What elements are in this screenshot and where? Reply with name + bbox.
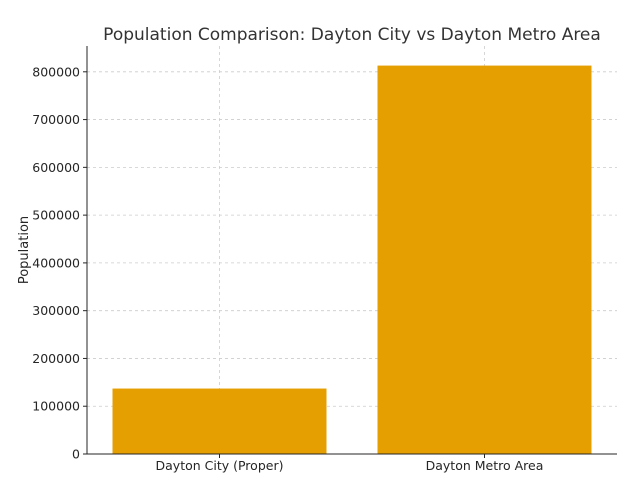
y-tick-label: 0 bbox=[72, 447, 80, 462]
bars bbox=[112, 65, 592, 454]
chart-title: Population Comparison: Dayton City vs Da… bbox=[103, 25, 601, 45]
y-tick-label: 600000 bbox=[32, 160, 80, 175]
y-tick-label: 700000 bbox=[32, 112, 80, 127]
x-tick-label: Dayton Metro Area bbox=[426, 458, 544, 473]
bar bbox=[377, 65, 592, 454]
y-tick-label: 500000 bbox=[32, 208, 80, 223]
y-axis-label: Population bbox=[17, 216, 32, 284]
x-tick-label: Dayton City (Proper) bbox=[156, 458, 284, 473]
y-tick-label: 800000 bbox=[32, 64, 80, 79]
y-ticks: 0 100000 200000 300000 400000 500000 600000 700… bbox=[32, 64, 87, 462]
y-tick-label: 200000 bbox=[32, 351, 80, 366]
y-tick-label: 400000 bbox=[32, 255, 80, 270]
y-tick-label: 100000 bbox=[32, 399, 80, 414]
axes bbox=[86, 46, 617, 455]
bar bbox=[112, 388, 327, 454]
y-tick-label: 300000 bbox=[32, 303, 80, 318]
x-ticks: Dayton City (Proper) Dayton Metro Area bbox=[156, 454, 544, 473]
